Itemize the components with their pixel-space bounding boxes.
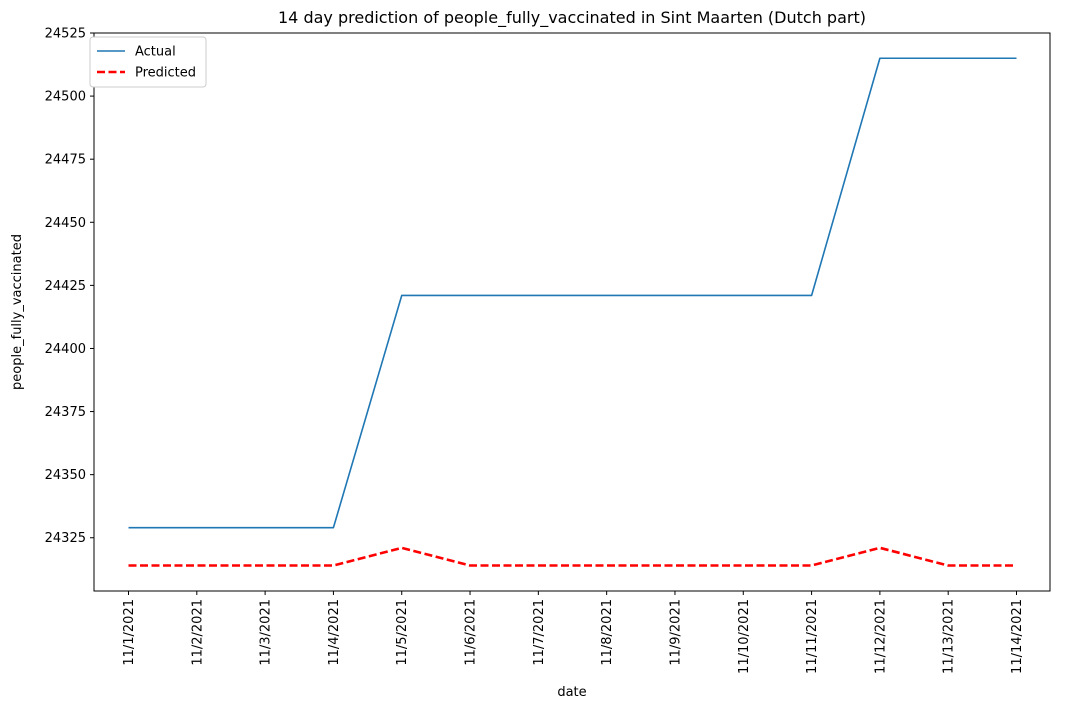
- x-tick-label: 11/10/2021: [737, 599, 752, 674]
- x-axis-label: date: [557, 685, 586, 700]
- x-tick-label: 11/1/2021: [122, 599, 137, 666]
- chart-title: 14 day prediction of people_fully_vaccin…: [278, 8, 866, 28]
- x-tick-label: 11/14/2021: [1010, 599, 1025, 674]
- y-tick-label: 24350: [45, 468, 86, 483]
- x-tick-label: 11/11/2021: [805, 599, 820, 674]
- legend: Actual Predicted: [89, 36, 207, 88]
- legend-actual-label: Actual: [135, 45, 176, 60]
- axes-frame: [93, 32, 1051, 592]
- y-tick-label: 24500: [45, 90, 86, 105]
- legend-predicted-label: Predicted: [135, 66, 196, 81]
- x-tick-label: 11/7/2021: [532, 599, 547, 666]
- y-tick-label: 24400: [45, 342, 86, 357]
- x-axis: 11/1/2021 11/2/2021 11/3/2021 11/4/2021 11/5…: [122, 591, 1025, 674]
- x-tick-label: 11/13/2021: [942, 599, 957, 674]
- y-axis-label: people_fully_vaccinated: [10, 234, 25, 390]
- x-tick-label: 11/3/2021: [259, 599, 274, 666]
- y-tick-label: 24525: [45, 27, 86, 42]
- y-tick-label: 24325: [45, 531, 86, 546]
- y-tick-label: 24450: [45, 216, 86, 231]
- legend-box: [89, 36, 207, 88]
- x-tick-label: 11/9/2021: [668, 599, 683, 666]
- x-tick-label: 11/4/2021: [327, 599, 342, 666]
- x-tick-label: 11/2/2021: [190, 599, 205, 666]
- x-tick-label: 11/6/2021: [464, 599, 479, 666]
- y-axis: 24325 24350 24375 24400 24425 24450 24475 24500…: [45, 27, 94, 546]
- x-tick-label: 11/8/2021: [600, 599, 615, 666]
- y-tick-label: 24375: [45, 405, 86, 420]
- y-tick-label: 24425: [45, 279, 86, 294]
- series-actual-line: [128, 57, 1017, 529]
- y-tick-label: 24475: [45, 153, 86, 168]
- series-layer: [128, 57, 1017, 567]
- x-tick-label: 11/5/2021: [395, 599, 410, 666]
- x-tick-label: 11/12/2021: [873, 599, 888, 674]
